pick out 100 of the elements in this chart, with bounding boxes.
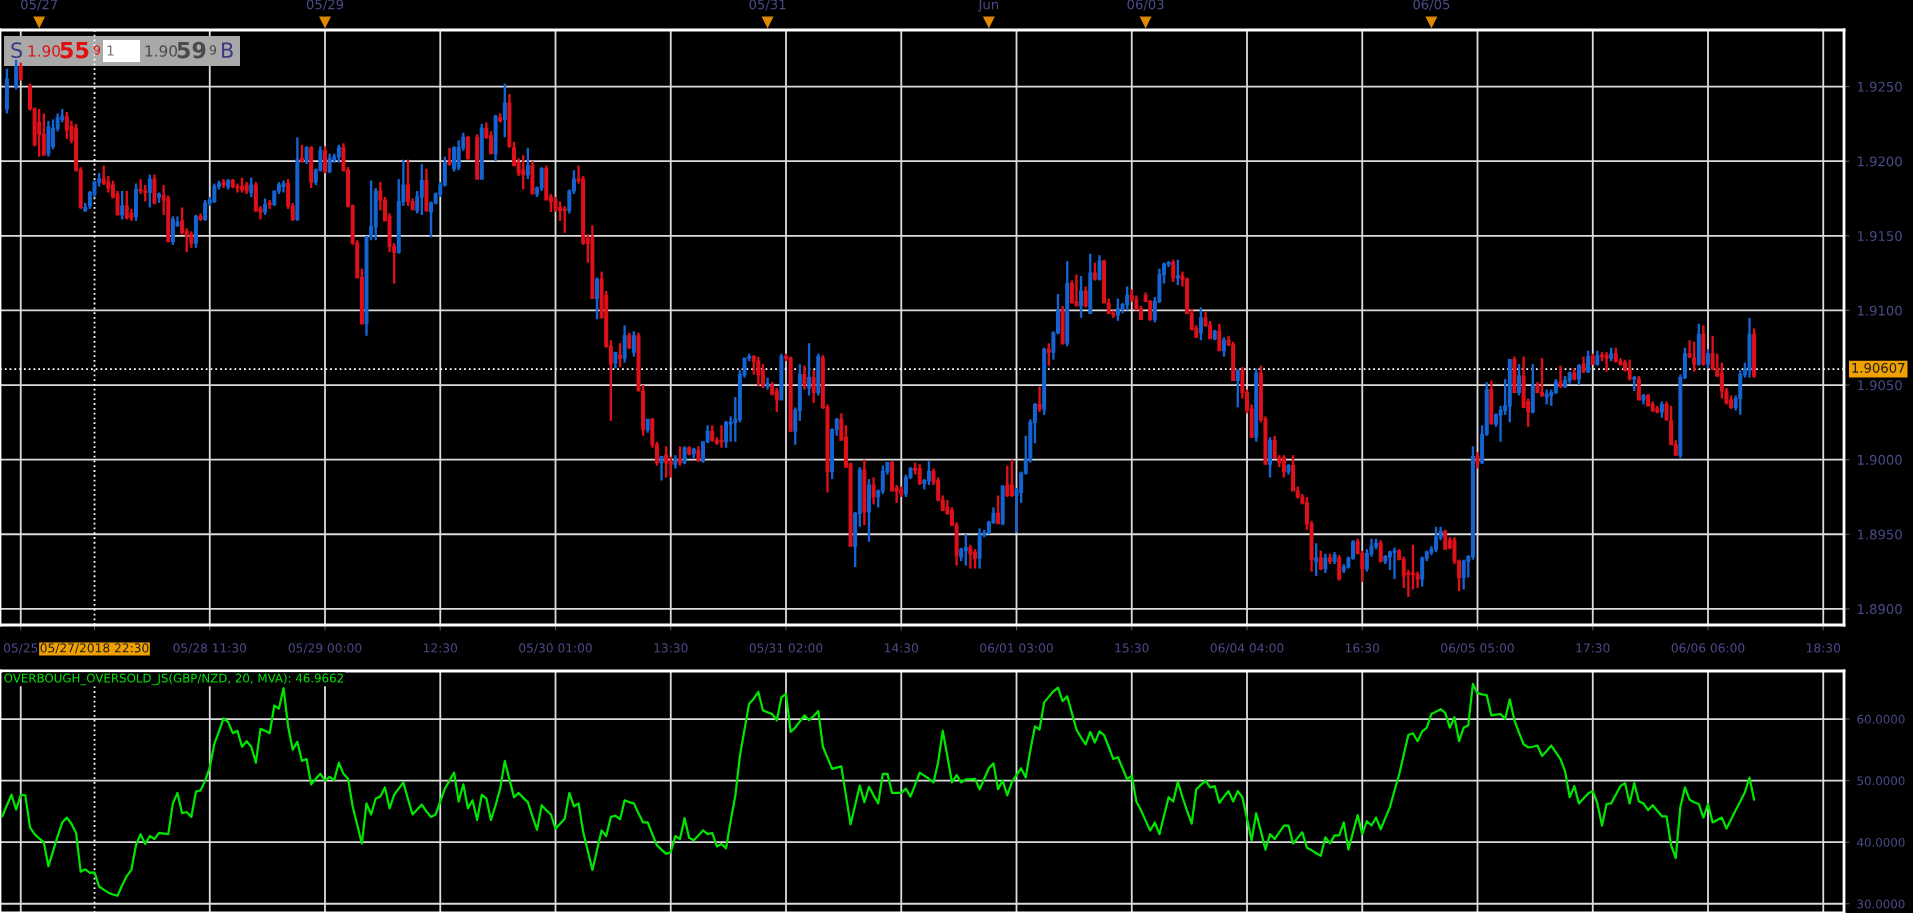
candlestick <box>871 476 876 506</box>
x-tick-label: 12:30 <box>423 643 458 653</box>
candlestick <box>327 152 332 175</box>
candlestick <box>1046 342 1051 367</box>
y-tick-label: 50.0000 <box>1857 776 1905 786</box>
candlestick <box>1576 362 1581 387</box>
candlestick <box>419 162 424 217</box>
candlestick <box>1636 374 1641 402</box>
x-tick-label: 18:30 <box>1806 643 1841 653</box>
candlestick <box>1604 351 1609 373</box>
x-tick-label: 13:30 <box>654 643 688 653</box>
candlestick <box>1005 464 1010 499</box>
candlestick <box>1443 528 1448 551</box>
candlestick <box>1175 258 1180 287</box>
candlestick <box>1392 546 1397 581</box>
candlestick <box>1558 364 1563 390</box>
candlestick <box>1318 549 1323 572</box>
annotation: 9 <box>209 45 217 55</box>
candlestick <box>622 324 627 364</box>
y-tick-label: 1.9200 <box>1857 156 1902 167</box>
candlestick <box>147 173 152 209</box>
x-tick-label: 16:30 <box>1345 643 1380 653</box>
candlestick <box>659 455 664 482</box>
y-tick-label: 1.9000 <box>1857 454 1902 465</box>
y-tick-label: 1.9050 <box>1857 380 1902 391</box>
candlestick <box>917 462 922 487</box>
annotation: 1.90 <box>145 45 177 57</box>
x-tick-label: 15:30 <box>1115 643 1149 653</box>
candlestick <box>1738 368 1743 417</box>
y-tick-label: 1.8900 <box>1857 604 1902 615</box>
x-tick-label: 05/25 <box>3 643 38 654</box>
candlestick <box>1420 555 1425 588</box>
annotation: 55 <box>60 41 89 59</box>
candlestick <box>502 82 507 139</box>
text: 05/29 <box>306 0 344 11</box>
candlestick <box>1235 368 1240 409</box>
candlestick <box>1079 274 1084 320</box>
candlestick <box>1198 306 1203 342</box>
candlestick <box>562 204 567 234</box>
text: 05/31 <box>749 0 786 11</box>
candlestick <box>203 198 208 223</box>
candlestick <box>249 176 254 199</box>
text: 06/05 <box>1413 0 1450 11</box>
candlestick <box>774 386 779 414</box>
x-tick-label: 05/28 11:30 <box>173 643 247 654</box>
candlestick <box>452 145 457 173</box>
annotation: 9 <box>93 45 101 55</box>
candlestick <box>1337 553 1342 582</box>
x-tick-label: 06/01 03:00 <box>980 643 1053 654</box>
candlestick <box>152 173 157 206</box>
candlestick <box>618 342 623 369</box>
candlestick <box>677 445 682 467</box>
candlestick <box>1281 453 1286 479</box>
candlestick <box>867 477 871 543</box>
annotation: 1.90 <box>28 45 60 57</box>
candlestick <box>963 533 968 567</box>
candlestick <box>719 424 724 449</box>
candlestick <box>1074 273 1079 308</box>
candlestick <box>811 368 816 405</box>
candlestick <box>525 146 530 181</box>
candlestick <box>968 543 973 570</box>
candlestick <box>1378 539 1383 564</box>
x-tick-label: 17:30 <box>1576 643 1610 653</box>
candlestick <box>120 189 125 221</box>
candlestick <box>124 189 129 221</box>
candlestick <box>1517 362 1521 397</box>
y-tick-label: 40.0000 <box>1857 837 1905 847</box>
candlestick <box>1314 542 1319 578</box>
candlestick <box>595 276 599 321</box>
candlestick <box>996 494 1001 525</box>
candlestick <box>1217 322 1222 352</box>
candlestick <box>977 527 982 570</box>
text: 06/03 <box>1127 0 1164 11</box>
candlestick <box>539 165 544 193</box>
candlestick <box>465 134 470 161</box>
x-tick-label: 05/31 02:00 <box>749 643 823 654</box>
candlestick <box>41 112 46 157</box>
candlestick <box>1328 552 1332 566</box>
x-tick-label: 14:30 <box>884 643 919 653</box>
x-tick-label: 05/27/2018 22:30 <box>40 643 149 654</box>
x-tick-label: 06/06 06:00 <box>1671 643 1745 654</box>
candlestick <box>521 154 526 191</box>
candlestick <box>668 455 673 479</box>
candlestick <box>323 145 327 175</box>
candlestick <box>802 364 807 391</box>
candlestick <box>134 182 138 223</box>
annotation: S <box>11 42 23 59</box>
candlestick <box>1268 436 1273 479</box>
y-tick-label: 1.9250 <box>1857 81 1902 92</box>
y-tick-label: 1.9150 <box>1857 231 1902 241</box>
annotation: 59 <box>177 41 206 59</box>
y-tick-label: 60.0000 <box>1857 714 1905 724</box>
candlestick <box>1037 385 1042 414</box>
text: Jun <box>977 0 999 12</box>
x-tick-label: 05/29 00:00 <box>288 643 362 654</box>
y-tick-label: 1.8950 <box>1857 529 1902 540</box>
candlestick <box>664 445 669 479</box>
candlestick <box>1148 298 1153 323</box>
ref-line-label: 1.90607 <box>1852 362 1905 373</box>
y-tick-label: 30.0000 <box>1857 899 1905 909</box>
